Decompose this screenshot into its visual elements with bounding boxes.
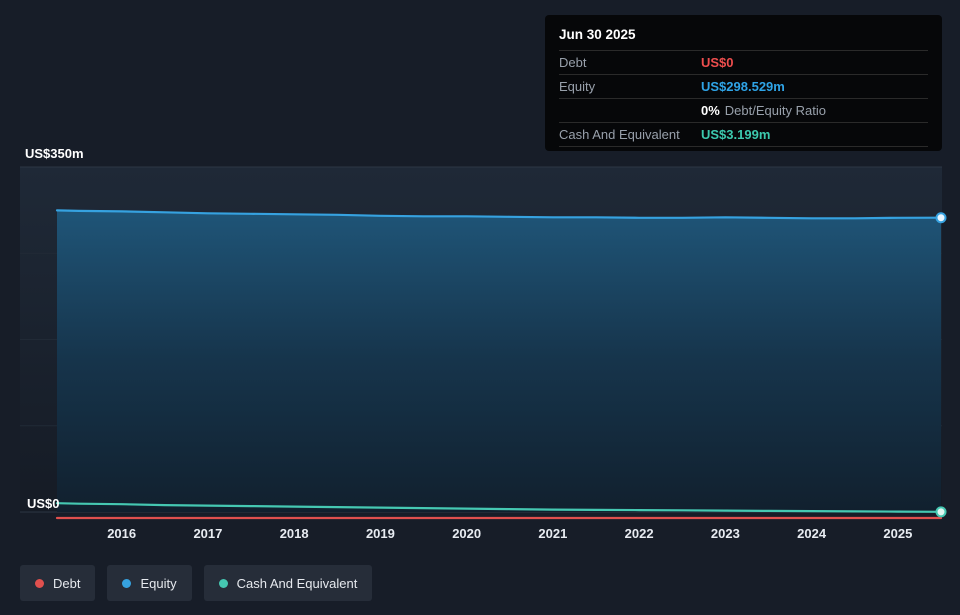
tooltip-value-debt: US$0 [701,55,734,70]
tooltip-ratio-caption: Debt/Equity Ratio [724,103,826,118]
x-tick-label: 2022 [624,526,654,541]
x-tick-label: 2024 [797,526,827,541]
equity-line [55,209,943,220]
tooltip-row-cash: Cash And Equivalent US$3.199m [559,123,928,147]
y-axis-label-bottom: US$0 [27,496,60,511]
x-axis: 2016 2017 2018 2019 2020 2021 2022 2023 2024 2025 [0,526,960,544]
x-tick-label: 2023 [710,526,740,541]
x-tick-label: 2016 [107,526,137,541]
x-tick-label: 2018 [279,526,309,541]
cash-end-marker [935,506,947,518]
y-axis-label-top: US$350m [25,146,84,161]
legend-item-debt[interactable]: Debt [20,565,96,601]
x-tick-label: 2025 [883,526,913,541]
tooltip-label-debt: Debt [559,55,587,70]
cash-dot-icon [218,578,228,588]
x-tick-label: 2021 [538,526,568,541]
equity-dot-icon [122,578,132,588]
legend-label-debt: Debt [53,575,81,591]
chart-tooltip: Jun 30 2025 Debt US$0 Equity US$298.529m… [545,15,942,151]
tooltip-value-cash: US$3.199m [701,127,771,142]
tooltip-label-cash: Cash And Equivalent [559,127,680,142]
tooltip-row-ratio: 0% Debt/Equity Ratio [559,99,928,123]
equity-area [57,210,941,512]
legend-label-equity: Equity [140,575,177,591]
tooltip-value-equity: US$298.529m [701,79,785,94]
tooltip-row-debt: Debt US$0 [559,51,928,75]
legend-label-cash: Cash And Equivalent [236,575,358,591]
legend-item-equity[interactable]: Equity [107,565,192,601]
debt-dot-icon [35,578,44,588]
legend: Debt Equity Cash And Equivalent [20,565,373,601]
tooltip-label-equity: Equity [559,79,596,94]
tooltip-ratio-value: 0% [701,103,720,118]
x-tick-label: 2017 [193,526,223,541]
legend-item-cash[interactable]: Cash And Equivalent [203,565,373,601]
x-tick-label: 2020 [452,526,482,541]
equity-end-marker [935,212,947,224]
tooltip-date: Jun 30 2025 [559,23,928,51]
cash-and-equivalent-line [55,502,943,513]
tooltip-row-equity: Equity US$298.529m [559,75,928,99]
chart-plot[interactable] [0,160,960,532]
x-tick-label: 2019 [365,526,395,541]
